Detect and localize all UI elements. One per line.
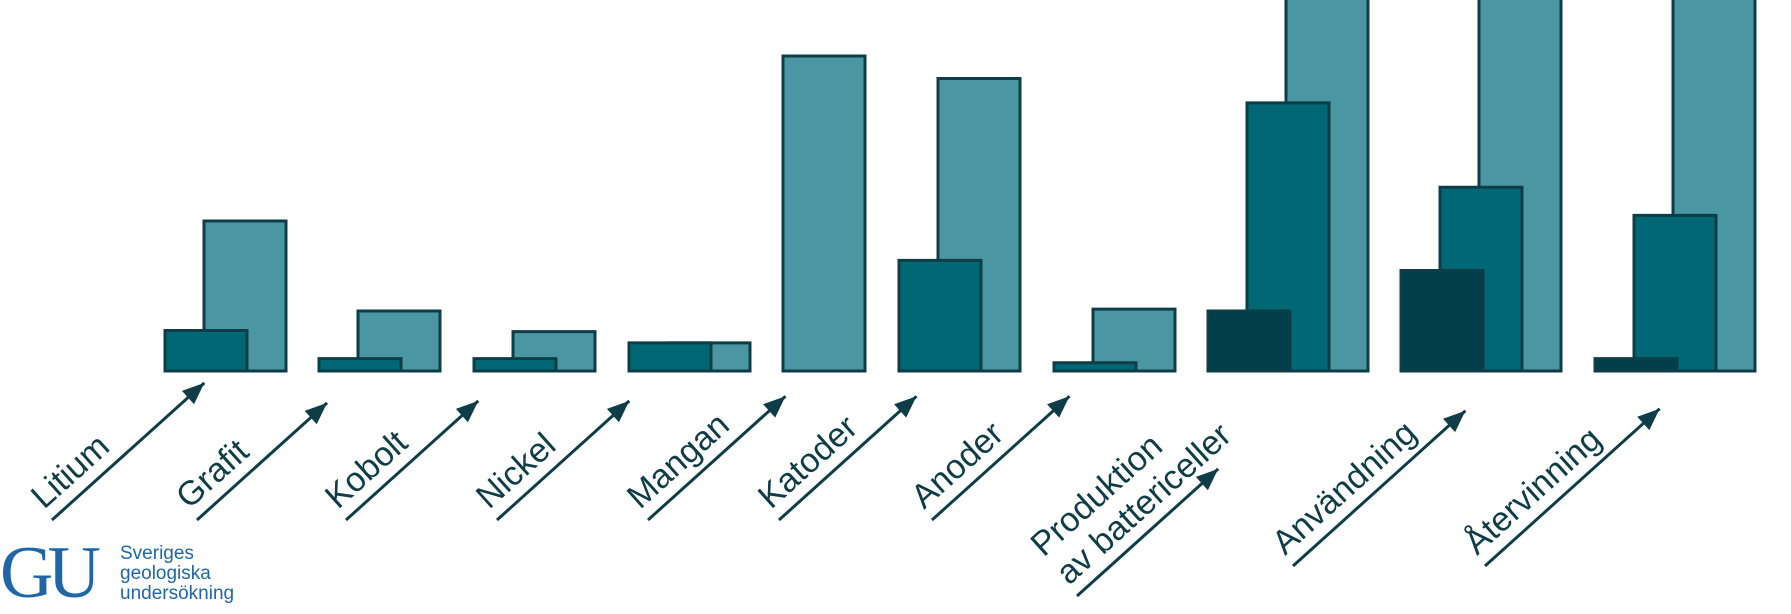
arrow-line-2 (344, 399, 480, 522)
arrow-head-4 (763, 396, 786, 418)
arrow-line-7 (1075, 467, 1220, 598)
arrow-head-6 (1047, 396, 1070, 418)
bar-mid-återvinning (1632, 213, 1718, 373)
arrow-head-5 (894, 396, 917, 418)
arrow-line-5 (777, 395, 918, 522)
arrow-head-9 (1637, 408, 1660, 431)
arrow-line-1 (195, 401, 329, 522)
arrow-head-2 (455, 400, 479, 423)
category-label-mangan: Mangan (620, 405, 737, 515)
arrow-head-3 (606, 400, 630, 423)
arrow-line-0 (50, 381, 206, 522)
arrow-head-8 (1443, 410, 1466, 433)
logo-line-2: geologiska (120, 563, 211, 584)
bar-mid-katoder (897, 258, 983, 373)
bar-mid-kobolt (472, 357, 558, 373)
category-label-användning: Användning (1265, 414, 1424, 562)
sgu-logo: GU Sveriges geologiska undersökning (0, 532, 260, 614)
bar-mid-nickel (627, 341, 713, 373)
category-label-återvinning: Återvinning (1457, 420, 1609, 562)
logo-line-1: Sveriges (120, 543, 194, 564)
category-label-produktion-av-battericeller: Produktionav battericeller (1023, 388, 1238, 592)
bar-mid-litium (163, 329, 249, 373)
bar-dark-användning (1399, 269, 1485, 373)
arrow-line-4 (646, 395, 787, 522)
category-label-katoder: Katoder (751, 408, 865, 516)
bar-dark-återvinning (1593, 357, 1679, 373)
arrow-line-9 (1483, 407, 1661, 568)
logo-line-3: undersökning (120, 583, 235, 604)
arrow-head-1 (304, 402, 328, 425)
arrow-head-0 (181, 382, 205, 405)
sgu-logo-mark: GU (0, 532, 101, 614)
arrow-line-6 (930, 395, 1071, 522)
bar-mid-anoder (1052, 361, 1138, 373)
bar-light-mangan (781, 54, 867, 373)
bar-mid-grafit (317, 357, 403, 373)
arrow-head-7 (1195, 468, 1219, 491)
arrow-line-8 (1291, 409, 1467, 568)
bar-dark-produktion-av-battericeller (1206, 309, 1292, 373)
bar-light-anoder (1091, 307, 1177, 373)
category-label-grafit: Grafit (169, 432, 257, 516)
arrow-line-3 (495, 399, 631, 522)
sgu-logo-text: Sveriges geologiska undersökning (120, 544, 234, 604)
